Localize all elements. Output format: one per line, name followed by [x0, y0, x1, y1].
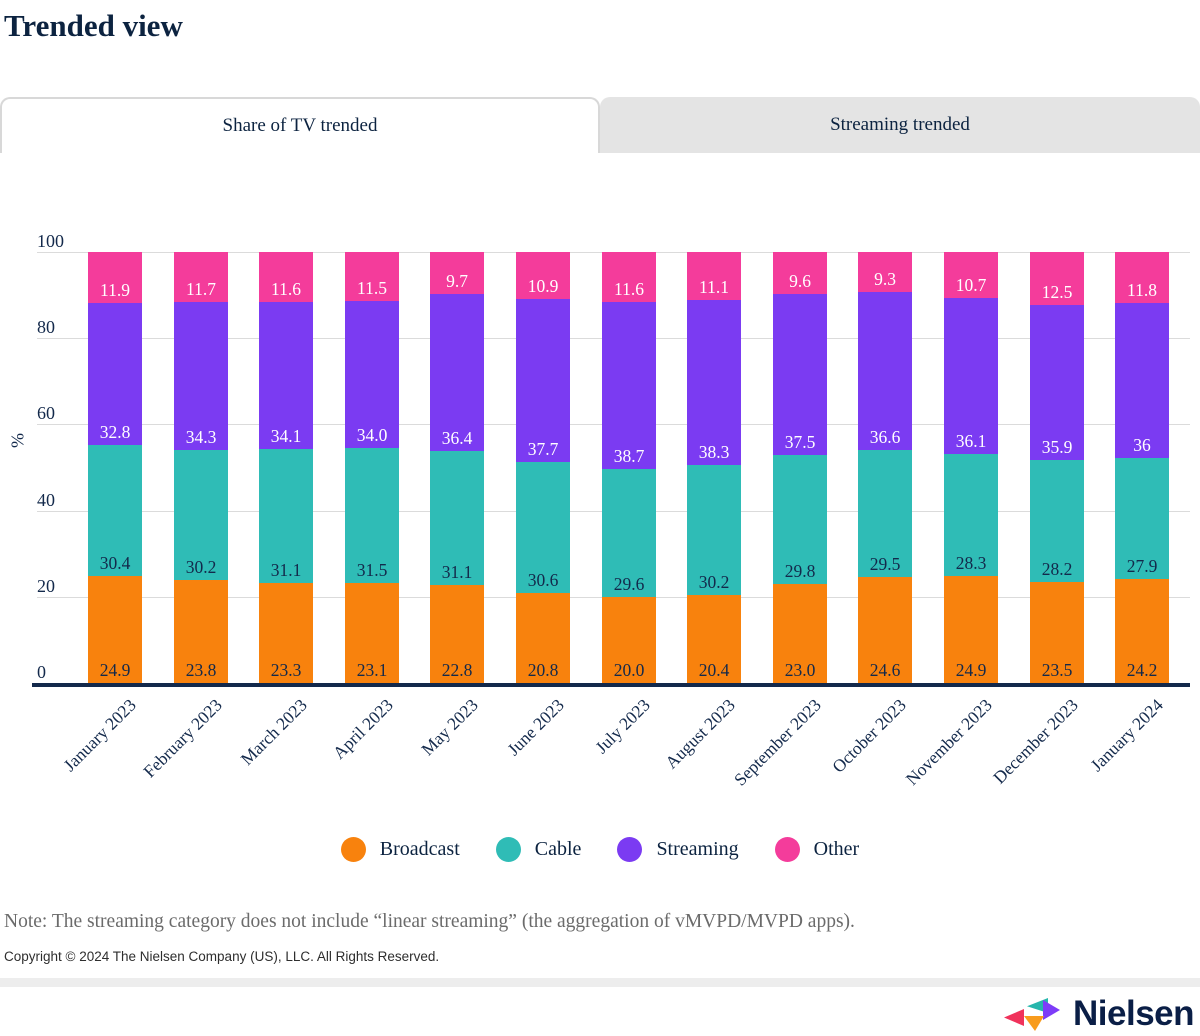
legend-item-broadcast[interactable]: Broadcast [340, 836, 460, 862]
bar-segment-cable-january-2024[interactable] [1115, 458, 1169, 579]
legend-swatch-streaming [617, 836, 643, 862]
bar-segment-broadcast-march-2023[interactable] [259, 582, 313, 683]
bar-segment-broadcast-october-2023[interactable] [858, 577, 912, 683]
y-axis-tick-label: 80 [37, 317, 55, 337]
triangle-right-purple-icon [1043, 1000, 1060, 1020]
bar-segment-other-october-2023[interactable] [858, 252, 912, 293]
bar-segment-other-january-2024[interactable] [1115, 252, 1169, 304]
bar-segment-broadcast-january-2023[interactable] [88, 575, 142, 683]
bar-segment-other-november-2023[interactable] [944, 252, 998, 299]
triangle-down-orange-icon [1024, 1016, 1044, 1031]
bar-segment-other-june-2023[interactable] [516, 252, 570, 299]
bar-segment-cable-january-2023[interactable] [88, 444, 142, 576]
copyright: Copyright © 2024 The Nielsen Company (US… [4, 949, 440, 964]
y-axis-tick-label: 60 [37, 403, 55, 423]
tab-streaming-trended[interactable]: Streaming trended [600, 97, 1200, 153]
nielsen-logo[interactable]: Nielsen [1003, 994, 1195, 1034]
bar-segment-broadcast-july-2023[interactable] [602, 596, 656, 683]
bar-segment-streaming-september-2023[interactable] [773, 293, 827, 456]
bar-segment-streaming-march-2023[interactable] [259, 301, 313, 449]
bar-segment-cable-may-2023[interactable] [430, 450, 484, 585]
stacked-bar-chart: 0 20 40 60 80 100% 24.9 30.4 32.8 11.9 January 202… [7, 231, 1190, 790]
bar-segment-broadcast-may-2023[interactable] [430, 584, 484, 683]
legend-label: Broadcast [379, 837, 460, 860]
bar-segment-cable-september-2023[interactable] [773, 455, 827, 584]
bar-segment-broadcast-september-2023[interactable] [773, 583, 827, 683]
footnote: Note: The streaming category does not in… [4, 911, 855, 932]
bar-segment-streaming-december-2023[interactable] [1030, 305, 1084, 461]
bar-segment-broadcast-january-2024[interactable] [1115, 578, 1169, 683]
bar-segment-cable-october-2023[interactable] [858, 449, 912, 577]
bar-segment-streaming-january-2023[interactable] [88, 303, 142, 445]
nielsen-wordmark: Nielsen [1073, 994, 1195, 1033]
bar-segment-broadcast-november-2023[interactable] [944, 575, 998, 683]
y-axis-tick-label: 40 [37, 490, 55, 510]
tab-label: Share of TV trended [222, 115, 378, 136]
legend-item-streaming[interactable]: Streaming [617, 836, 739, 862]
footer-divider [0, 978, 1200, 987]
bar-segment-cable-february-2023[interactable] [174, 450, 228, 581]
legend-item-cable[interactable]: Cable [495, 836, 582, 862]
x-axis-line [32, 683, 1190, 687]
tab-bar: Share of TV trended Streaming trended [0, 97, 1200, 153]
bar-segment-streaming-june-2023[interactable] [516, 299, 570, 462]
bar-segment-other-december-2023[interactable] [1030, 251, 1084, 306]
legend-label: Streaming [656, 837, 739, 860]
legend-swatch-other [774, 836, 800, 862]
bar-segment-streaming-july-2023[interactable] [602, 302, 656, 470]
legend-swatch-broadcast [340, 836, 366, 862]
y-axis-title: % [7, 433, 28, 448]
nielsen-logo-mark-icon [1003, 996, 1061, 1032]
bar-segment-streaming-april-2023[interactable] [345, 301, 399, 448]
bar-segment-cable-november-2023[interactable] [944, 453, 998, 576]
triangle-left-red-icon [1004, 1009, 1024, 1026]
bar-segment-streaming-november-2023[interactable] [944, 298, 998, 454]
legend-label: Cable [534, 837, 582, 860]
bar-segment-streaming-february-2023[interactable] [174, 302, 228, 451]
bar-segment-other-august-2023[interactable] [687, 252, 741, 300]
bar-segment-streaming-october-2023[interactable] [858, 292, 912, 450]
bar-segment-other-april-2023[interactable] [345, 251, 399, 302]
bar-segment-other-july-2023[interactable] [602, 252, 656, 303]
legend: Broadcast Cable Streaming Other [0, 834, 1200, 864]
legend-swatch-cable [495, 836, 521, 862]
bar-segment-cable-august-2023[interactable] [687, 464, 741, 596]
bar-segment-broadcast-february-2023[interactable] [174, 580, 228, 683]
bar-segment-cable-july-2023[interactable] [602, 469, 656, 597]
bar-segment-cable-march-2023[interactable] [259, 448, 313, 583]
tab-label: Streaming trended [830, 114, 970, 135]
page-title: Trended view [4, 8, 183, 43]
bar-segment-streaming-may-2023[interactable] [430, 293, 484, 451]
bar-segment-other-march-2023[interactable] [259, 251, 313, 302]
bar-segment-broadcast-april-2023[interactable] [345, 583, 399, 683]
legend-label: Other [813, 837, 860, 860]
bar-segment-cable-june-2023[interactable] [516, 461, 570, 594]
bar-segment-broadcast-june-2023[interactable] [516, 593, 570, 683]
y-axis-tick-label: 20 [37, 576, 55, 596]
bar-segment-other-september-2023[interactable] [773, 252, 827, 294]
bar-segment-other-may-2023[interactable] [430, 252, 484, 294]
bar-segment-streaming-january-2024[interactable] [1115, 303, 1169, 459]
bar-segment-broadcast-august-2023[interactable] [687, 595, 741, 683]
bar-segment-other-february-2023[interactable] [174, 252, 228, 303]
y-axis-tick-label: 0 [37, 662, 46, 682]
bar-segment-streaming-august-2023[interactable] [687, 299, 741, 465]
y-axis-tick-label: 100 [37, 231, 64, 251]
legend-item-other[interactable]: Other [774, 836, 860, 862]
bar-segment-other-january-2023[interactable] [88, 252, 142, 304]
tab-share-of-tv-trended[interactable]: Share of TV trended [0, 97, 600, 153]
bar-segment-cable-december-2023[interactable] [1030, 460, 1084, 582]
bar-segment-broadcast-december-2023[interactable] [1030, 581, 1084, 683]
bar-segment-cable-april-2023[interactable] [345, 447, 399, 584]
